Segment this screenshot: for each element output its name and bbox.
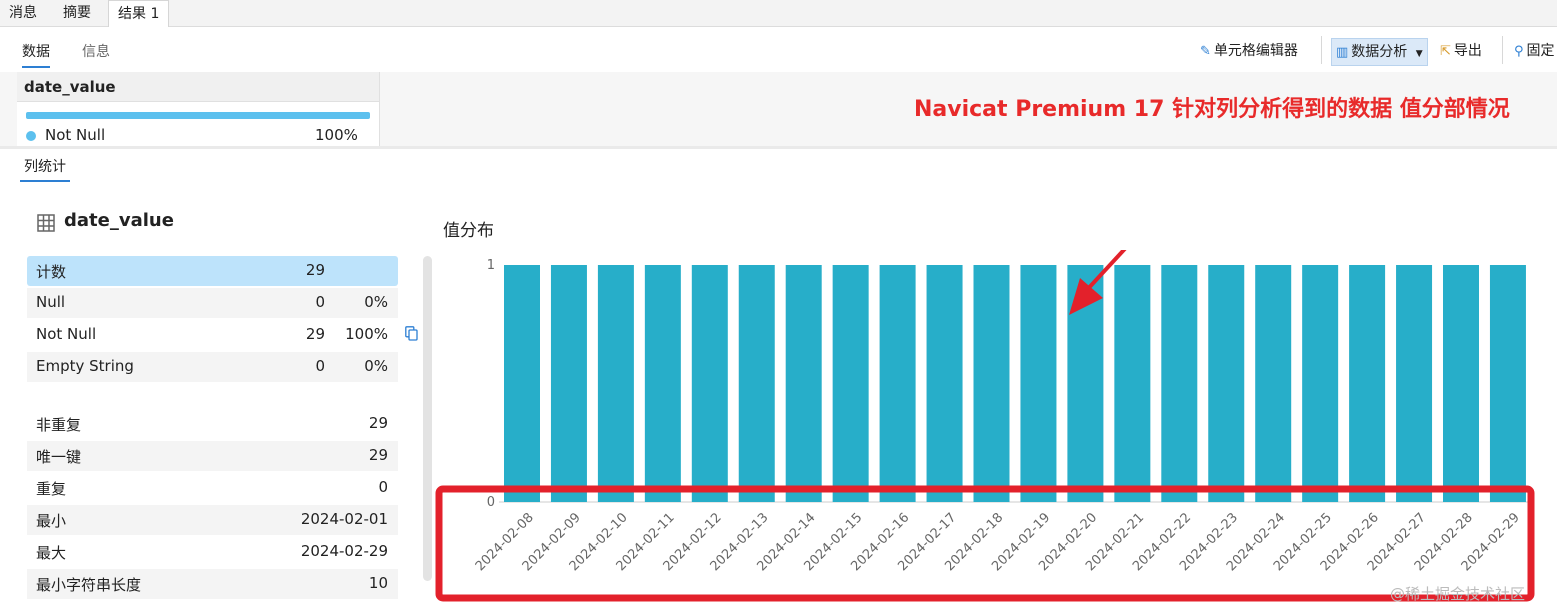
annotation-arrow-head	[1069, 278, 1103, 315]
subtab-info[interactable]: 信息	[82, 44, 110, 60]
panel-divider[interactable]	[0, 146, 1557, 149]
tab-result-1[interactable]: 结果 1	[108, 0, 170, 27]
toolbar-divider	[1321, 36, 1322, 64]
chart-title: 值分布	[443, 221, 494, 241]
annotation-text: Navicat Premium 17 针对列分析得到的数据 值分部情况	[914, 97, 1510, 122]
not-null-dot-icon	[26, 131, 36, 141]
value-distribution-chart: 012024-02-082024-02-092024-02-102024-02-…	[435, 250, 1535, 602]
highlight-box	[435, 485, 1535, 602]
bar	[1114, 265, 1151, 502]
y-tick-label: 1	[487, 258, 495, 273]
subtab-data[interactable]: 数据	[22, 41, 50, 68]
bar	[879, 265, 916, 502]
stat-label: 重复	[36, 480, 67, 498]
stat-value: 0	[315, 357, 325, 375]
bar	[1020, 265, 1057, 502]
stat-row-count[interactable]: 计数 29	[27, 256, 398, 286]
stat-label: 非重复	[36, 416, 82, 434]
stat-row-empty-string[interactable]: Empty String 0 0%	[27, 352, 398, 382]
stat-row-distinct[interactable]: 非重复 29	[27, 409, 398, 439]
stat-row-min[interactable]: 最小 2024-02-01	[27, 505, 398, 535]
export-button[interactable]: ⇱ 导出	[1440, 43, 1482, 59]
stat-label: 计数	[36, 263, 67, 281]
export-icon: ⇱	[1440, 44, 1451, 59]
stat-label: 最大	[36, 544, 67, 562]
annotation-arrow-line	[1083, 250, 1127, 294]
stat-row-max[interactable]: 最大 2024-02-29	[27, 537, 398, 567]
stat-percent: 0%	[364, 357, 388, 375]
stat-value: 0	[378, 478, 388, 496]
stat-value: 29	[305, 261, 325, 279]
bar	[1396, 265, 1433, 502]
not-null-label: Not Null	[45, 126, 106, 144]
bar-chart-icon: ▥	[1336, 45, 1349, 60]
stat-value: 0	[315, 293, 325, 311]
bar	[973, 265, 1010, 502]
stat-row-duplicate[interactable]: 重复 0	[27, 473, 398, 503]
watermark: @稀土掘金技术社区	[1390, 585, 1526, 603]
table-icon	[37, 214, 55, 232]
stat-row-not-null[interactable]: Not Null 29 100%	[27, 320, 398, 350]
chevron-down-icon[interactable]: ▼	[1415, 49, 1423, 59]
stat-value: 29	[305, 325, 325, 343]
stat-label: Null	[36, 293, 66, 311]
data-toolbar	[0, 27, 1557, 71]
cell-editor-button[interactable]: ✎ 单元格编辑器	[1200, 43, 1298, 59]
tab-column-stats[interactable]: 列统计	[20, 156, 70, 182]
bar	[691, 265, 728, 502]
stats-scrollbar[interactable]	[423, 256, 432, 581]
stats-column-title: date_value	[64, 210, 174, 231]
bar	[1302, 265, 1339, 502]
bar	[1161, 265, 1198, 502]
not-null-progress-bar	[26, 112, 370, 119]
bar	[1349, 265, 1386, 502]
column-header[interactable]: date_value	[17, 72, 379, 102]
bar	[926, 265, 963, 502]
stat-value: 29	[368, 446, 388, 464]
stat-row-min-string-length[interactable]: 最小字符串长度 10	[27, 569, 398, 599]
stat-value: 2024-02-29	[300, 542, 388, 560]
toolbar-divider	[1502, 36, 1503, 64]
stat-value: 10	[368, 574, 388, 592]
stat-percent: 100%	[345, 325, 388, 343]
stat-label: Empty String	[36, 357, 134, 375]
stat-value: 2024-02-01	[300, 510, 388, 528]
bar	[1443, 265, 1479, 502]
copy-icon[interactable]	[405, 326, 418, 341]
edit-icon: ✎	[1200, 44, 1211, 59]
bar	[738, 265, 775, 502]
stat-value: 29	[368, 414, 388, 432]
bar	[504, 265, 540, 502]
pin-button[interactable]: ⚲ 固定	[1514, 43, 1555, 59]
bar	[550, 265, 587, 502]
y-tick-label: 0	[487, 495, 495, 510]
stat-label: Not Null	[36, 325, 97, 343]
tab-messages[interactable]: 消息	[9, 5, 37, 21]
bar	[597, 265, 634, 502]
stat-label: 最小字符串长度	[36, 576, 142, 594]
bar	[1489, 265, 1526, 502]
stat-label: 最小	[36, 512, 67, 530]
bar	[644, 265, 681, 502]
bar	[1208, 265, 1245, 502]
stat-row-null[interactable]: Null 0 0%	[27, 288, 398, 318]
tab-summary[interactable]: 摘要	[63, 5, 91, 21]
stat-percent: 0%	[364, 293, 388, 311]
stat-row-unique[interactable]: 唯一键 29	[27, 441, 398, 471]
result-tab-bar	[0, 0, 1557, 27]
stat-label: 唯一键	[36, 448, 82, 466]
bar	[1255, 265, 1292, 502]
bar	[785, 265, 822, 502]
not-null-percent: 100%	[315, 126, 358, 144]
bar	[832, 265, 869, 502]
pin-icon: ⚲	[1514, 44, 1524, 59]
data-analysis-button[interactable]: ▥ 数据分析 ▼	[1331, 38, 1428, 66]
